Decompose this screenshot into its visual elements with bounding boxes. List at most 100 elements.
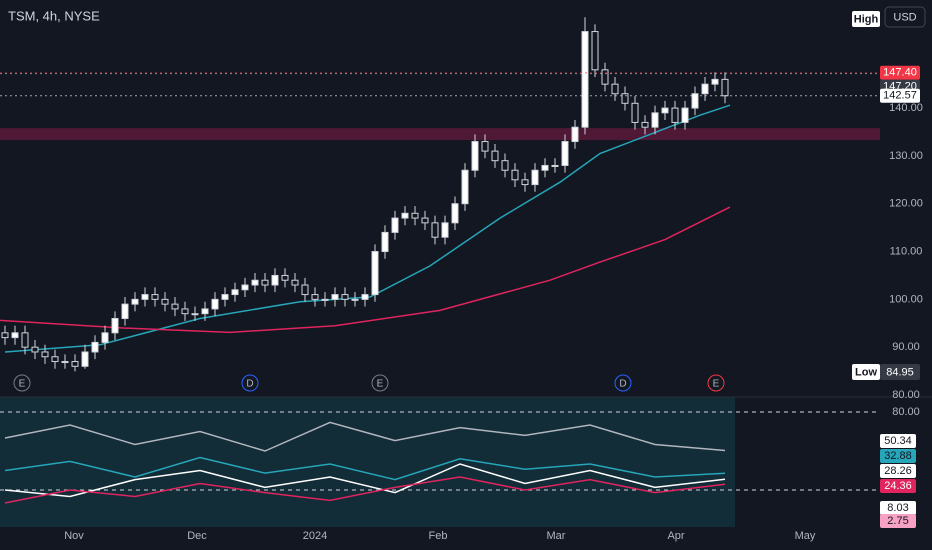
candle-body (431, 222, 439, 238)
low-box (852, 364, 880, 380)
candle-body (81, 351, 89, 367)
candle-body (201, 308, 209, 315)
low-value: 84.95 (886, 366, 914, 378)
candle-body (151, 294, 159, 300)
candle-body (181, 308, 189, 315)
candle-body (721, 78, 729, 97)
x-tick-label: Feb (429, 530, 448, 542)
low-label: Low (855, 366, 877, 378)
candle-body (131, 298, 139, 305)
event-label: E (713, 379, 720, 390)
moving-average (4, 104, 731, 353)
event-marker (614, 374, 632, 392)
value-label-box (880, 514, 916, 528)
event-label: E (377, 379, 384, 390)
candle-body (481, 141, 489, 152)
candle-body (91, 341, 99, 353)
y-tick-label: 140.00 (889, 102, 923, 114)
candle-body (271, 274, 279, 286)
candle-body (341, 294, 349, 300)
candle-body (371, 251, 379, 296)
candle-body (161, 298, 169, 305)
value-label-box (880, 449, 916, 463)
candle-body (121, 303, 129, 319)
candle-body (381, 231, 389, 253)
candle-body (441, 222, 449, 238)
currency-box (884, 6, 926, 28)
candle-body (191, 313, 199, 316)
x-tick-label: 2024 (303, 530, 327, 542)
candle-body (361, 294, 369, 300)
indicator-line (4, 456, 726, 481)
candle-body (411, 212, 419, 219)
price-label: 147.40 (883, 67, 917, 79)
candle-body (281, 274, 289, 281)
candle-body (641, 121, 649, 128)
candle-body (511, 169, 519, 181)
candle-body (541, 164, 549, 171)
indicator-line (4, 476, 726, 504)
event-marker (241, 374, 259, 392)
candle-body (421, 217, 429, 224)
candle-body (301, 284, 309, 296)
value-label-box (880, 479, 916, 493)
event-marker (13, 374, 31, 392)
candle-body (501, 160, 509, 171)
candle-body (691, 93, 699, 109)
candle-body (661, 107, 669, 114)
candle-body (31, 346, 39, 353)
price-label-box (880, 88, 920, 103)
candle-body (11, 332, 19, 339)
candle-body (111, 317, 119, 334)
value-label: 28.26 (884, 465, 912, 477)
candle-body (651, 112, 659, 128)
candle-body (261, 279, 269, 286)
event-label: E (19, 379, 26, 390)
candle-body (231, 289, 239, 296)
low-value-box (880, 364, 920, 380)
candle-body (21, 332, 29, 348)
x-tick-label: Mar (547, 530, 566, 542)
candle-body (401, 212, 409, 219)
candle-body (141, 294, 149, 300)
indicator-background (0, 397, 735, 527)
candle-body (391, 217, 399, 233)
x-tick-label: May (795, 530, 816, 542)
candle-body (681, 107, 689, 123)
event-label: D (246, 379, 253, 390)
candle-body (521, 179, 529, 186)
candle-body (321, 298, 329, 301)
y-tick-label: 90.00 (892, 341, 920, 353)
y-tick-label: 100.00 (889, 293, 923, 305)
candle-body (581, 31, 589, 128)
indicator-tick-label: 80.00 (892, 406, 920, 418)
candle-body (551, 164, 559, 167)
candle-body (291, 279, 299, 286)
candle-body (531, 169, 539, 186)
x-tick-label: Nov (64, 530, 84, 542)
candle-body (251, 279, 259, 286)
value-label-box (880, 434, 916, 448)
candle-body (621, 93, 629, 104)
value-label: 50.34 (884, 435, 912, 447)
y-tick-label: 120.00 (889, 198, 923, 210)
candle-body (351, 298, 359, 301)
candle-body (41, 351, 49, 358)
candle-body (491, 150, 499, 162)
candle-body (71, 361, 79, 367)
candle-body (101, 332, 109, 343)
candle-body (471, 141, 479, 171)
candle-body (461, 169, 469, 205)
moving-average (0, 206, 731, 334)
value-label: 32.88 (884, 450, 912, 462)
chart-title: TSM, 4h, NYSE (8, 8, 100, 23)
candle-body (451, 203, 459, 224)
indicator-line (4, 421, 726, 452)
indicator-line (4, 463, 726, 498)
event-label: D (619, 379, 626, 390)
high-box (852, 11, 880, 27)
candle-body (631, 102, 639, 123)
value-label: 24.36 (884, 480, 912, 492)
candle-body (701, 83, 709, 95)
